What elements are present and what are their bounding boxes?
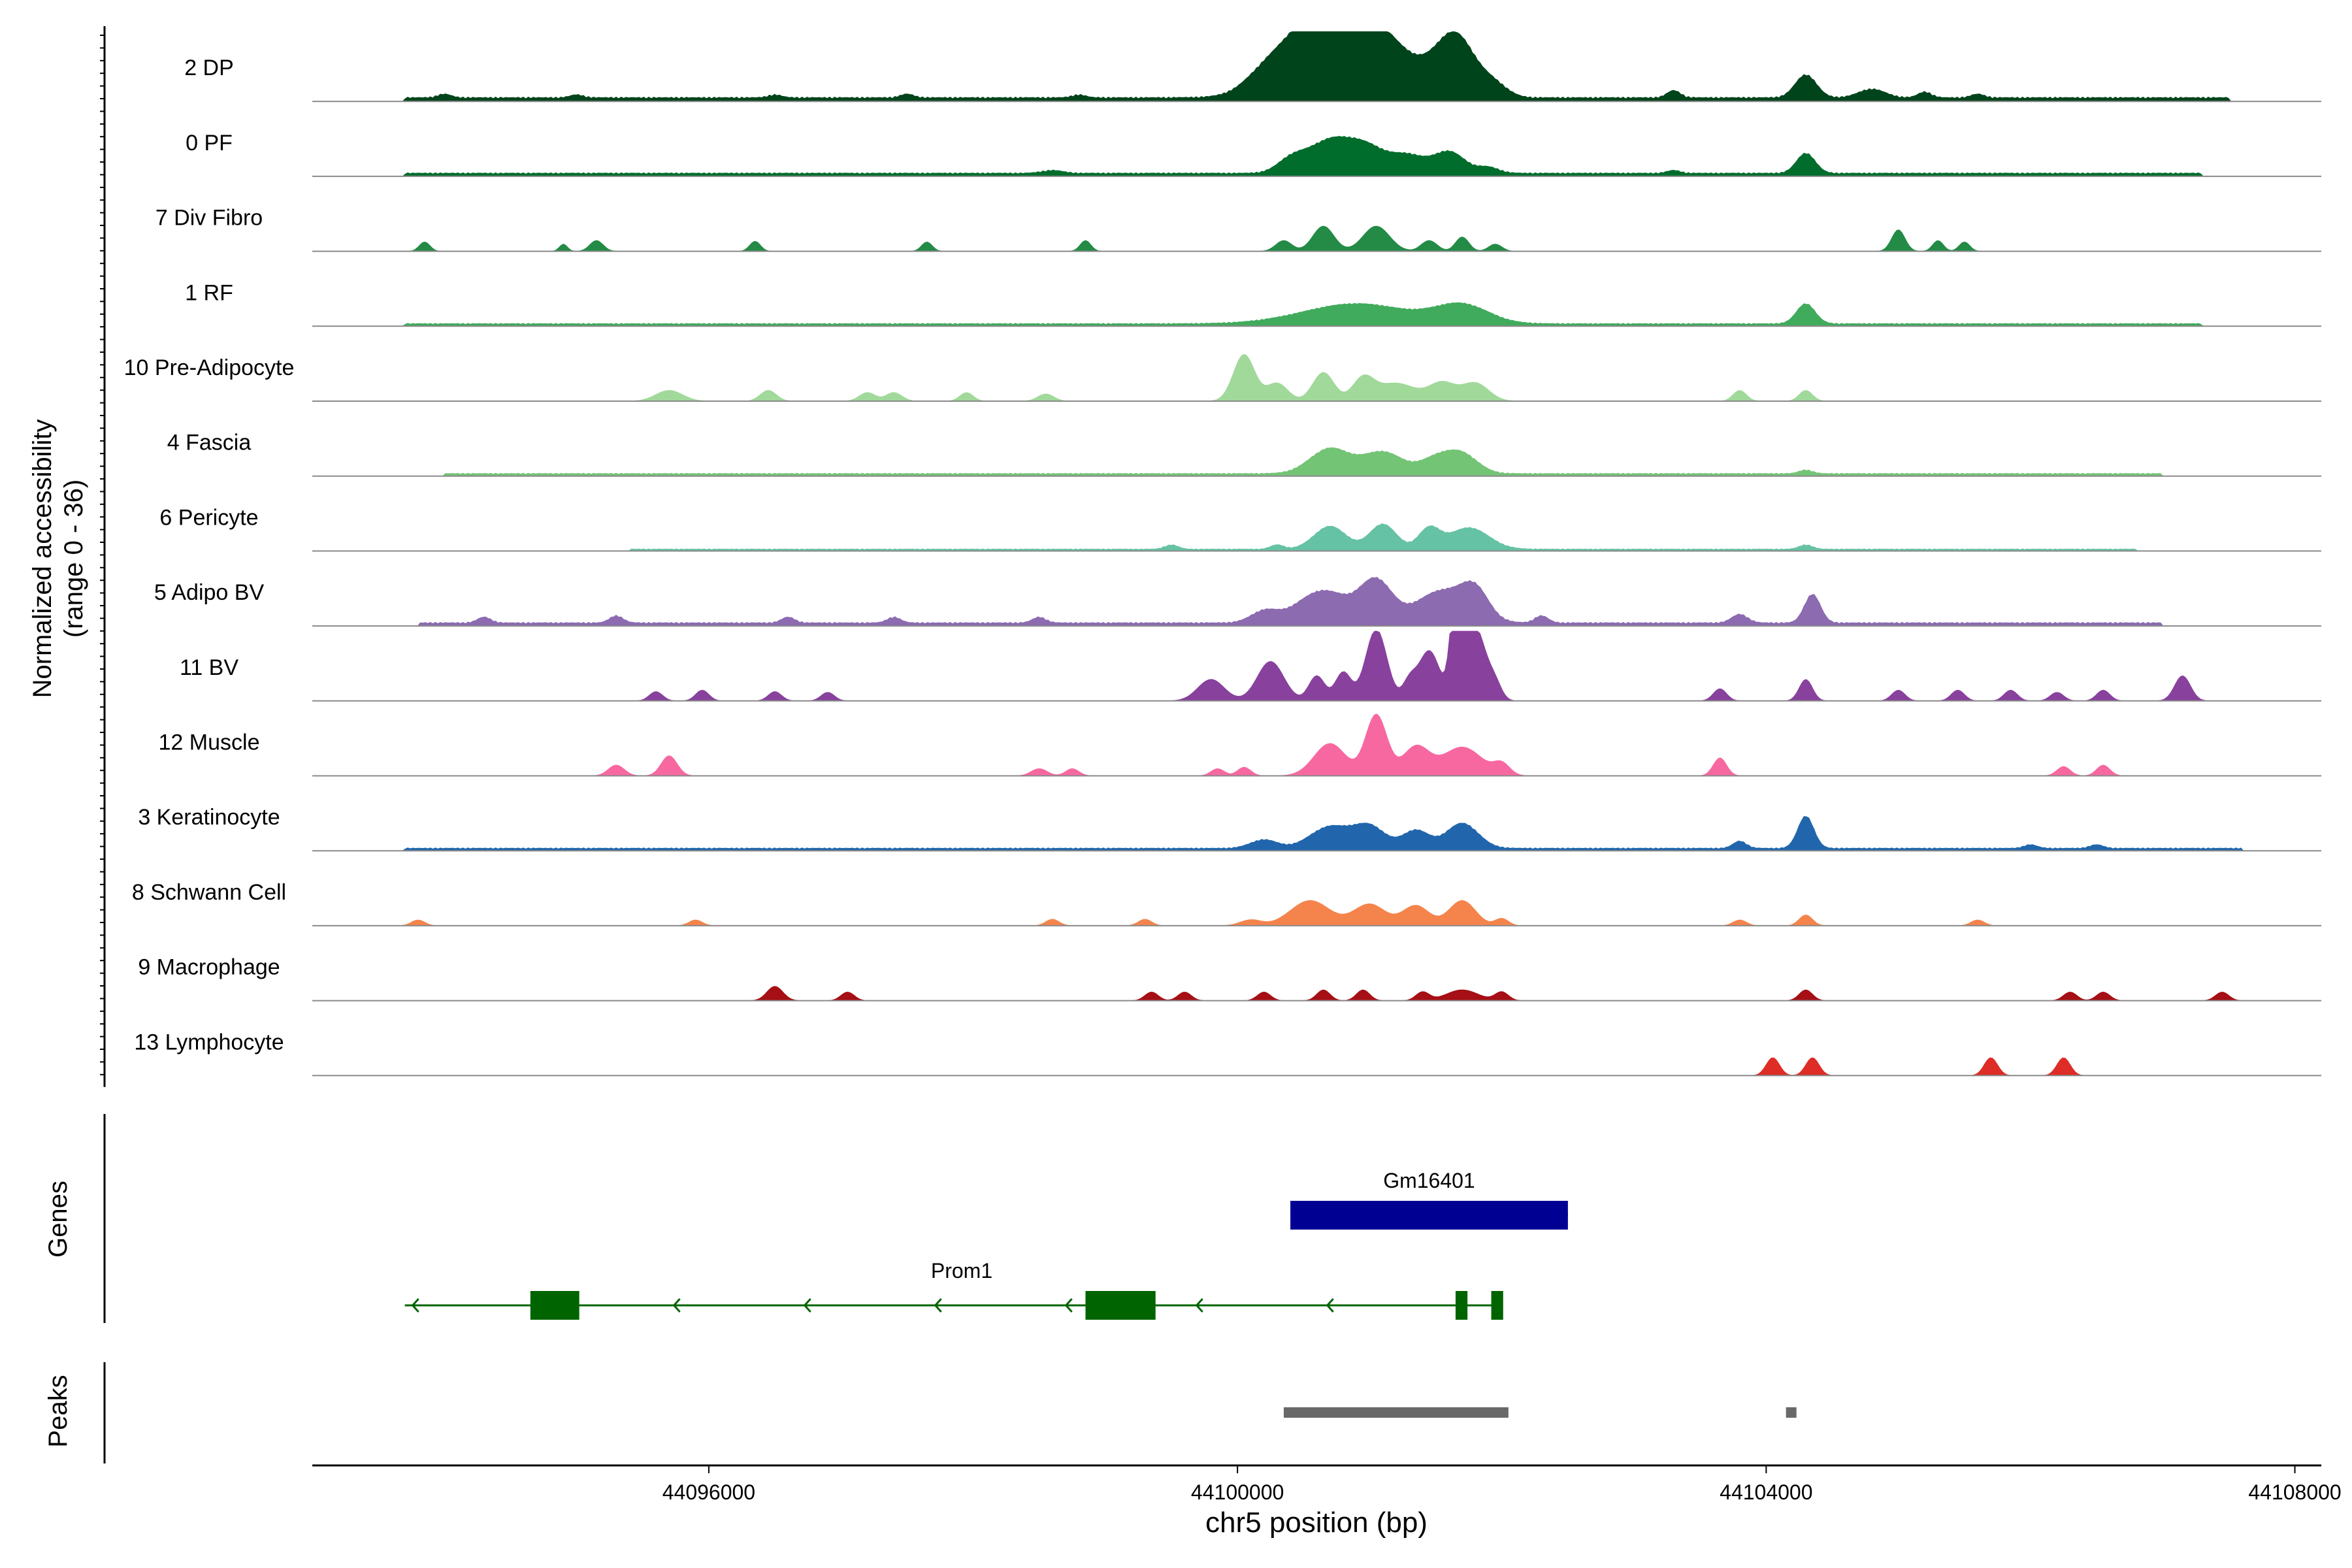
coverage-area [312, 31, 2321, 102]
track-label: 3 Keratinocyte [138, 805, 280, 830]
gene-prom1: Prom1 [404, 1259, 1503, 1320]
track-label: 6 Pericyte [159, 505, 258, 530]
exon [1290, 1201, 1568, 1230]
coverage-area [312, 577, 2321, 627]
track-7: 6 Pericyte [159, 505, 2321, 552]
track-13: 9 Macrophage [138, 955, 2321, 1002]
x-tick-label: 44100000 [1191, 1480, 1284, 1504]
coverage-area [312, 900, 2321, 926]
track-14: 13 Lymphocyte [134, 1030, 2321, 1077]
coverage-area [312, 713, 2321, 777]
track-5: 10 Pre-Adipocyte [124, 353, 2321, 402]
track-8: 5 Adipo BV [154, 577, 2321, 627]
peaks-panel-label: Peaks [44, 1375, 73, 1447]
track-label: 7 Div Fibro [155, 206, 263, 231]
track-label: 1 RF [185, 280, 233, 305]
strand-arrow [934, 1298, 942, 1313]
strand-arrow [1195, 1298, 1203, 1313]
y-axis-title-line-2: (range 0 - 36) [59, 480, 88, 638]
track-12: 8 Schwann Cell [132, 880, 2321, 926]
genes-panel-label: Genes [44, 1181, 73, 1258]
track-label: 10 Pre-Adipocyte [124, 355, 295, 380]
track-label: 4 Fascia [167, 431, 252, 455]
x-tick-label: 44096000 [662, 1480, 755, 1504]
peak-region [1283, 1407, 1509, 1418]
x-tick-label: 44104000 [1720, 1480, 1812, 1504]
track-2: 0 PF [186, 131, 2321, 177]
track-label: 0 PF [186, 131, 233, 155]
strand-arrow [1064, 1298, 1073, 1313]
exon [1085, 1291, 1156, 1320]
track-3: 7 Div Fibro [155, 206, 2321, 252]
coverage-area [312, 523, 2321, 551]
y-axis-title-line-1: Normalized accessibility [28, 419, 57, 698]
x-axis-title: chr5 position (bp) [1205, 1507, 1428, 1539]
track-label: 11 BV [180, 655, 238, 680]
coverage-area [312, 225, 2321, 252]
gene-label: Gm16401 [1383, 1169, 1475, 1192]
x-tick-label: 44108000 [2248, 1480, 2341, 1504]
coverage-area [312, 302, 2321, 327]
track-6: 4 Fascia [167, 431, 2321, 477]
track-label: 5 Adipo BV [154, 580, 265, 605]
exon [530, 1291, 580, 1320]
peak-region [1786, 1407, 1797, 1418]
coverage-area [312, 1057, 2321, 1076]
track-1: 2 DP [184, 31, 2321, 103]
y-axis [100, 26, 106, 1087]
track-label: 2 DP [184, 56, 234, 80]
coverage-tracks: 2 DP 0 PF 7 Div Fibro 1 RF 10 Pre-Adipocyte 4… [124, 31, 2321, 1077]
strand-arrow [411, 1298, 419, 1313]
track-4: 1 RF [185, 280, 2321, 327]
track-11: 3 Keratinocyte [138, 805, 2321, 852]
coverage-area [312, 136, 2321, 177]
peaks-panel [103, 1362, 1797, 1463]
track-label: 9 Macrophage [138, 955, 280, 980]
x-axis: 44096000 44100000 44104000 44108000 [312, 1464, 2342, 1504]
coverage-area [312, 353, 2321, 402]
strand-arrow [1326, 1298, 1334, 1313]
coverage-area [312, 986, 2321, 1002]
track-label: 8 Schwann Cell [132, 880, 286, 905]
coverage-area [312, 447, 2321, 477]
track-label: 12 Muscle [159, 730, 260, 755]
gene-annotation-panel: Gm16401 Prom1 [103, 1114, 1568, 1323]
strand-arrow [672, 1298, 681, 1313]
strand-arrow [803, 1298, 811, 1313]
track-label: 13 Lymphocyte [134, 1030, 284, 1054]
gene-gm16401: Gm16401 [1290, 1169, 1568, 1230]
exon [1455, 1291, 1468, 1320]
gene-label: Prom1 [931, 1259, 992, 1282]
exon [1491, 1291, 1503, 1320]
track-9: 11 BV [180, 630, 2321, 702]
coverage-area [312, 630, 2321, 702]
coverage-area [312, 816, 2321, 851]
track-10: 12 Muscle [159, 713, 2321, 777]
